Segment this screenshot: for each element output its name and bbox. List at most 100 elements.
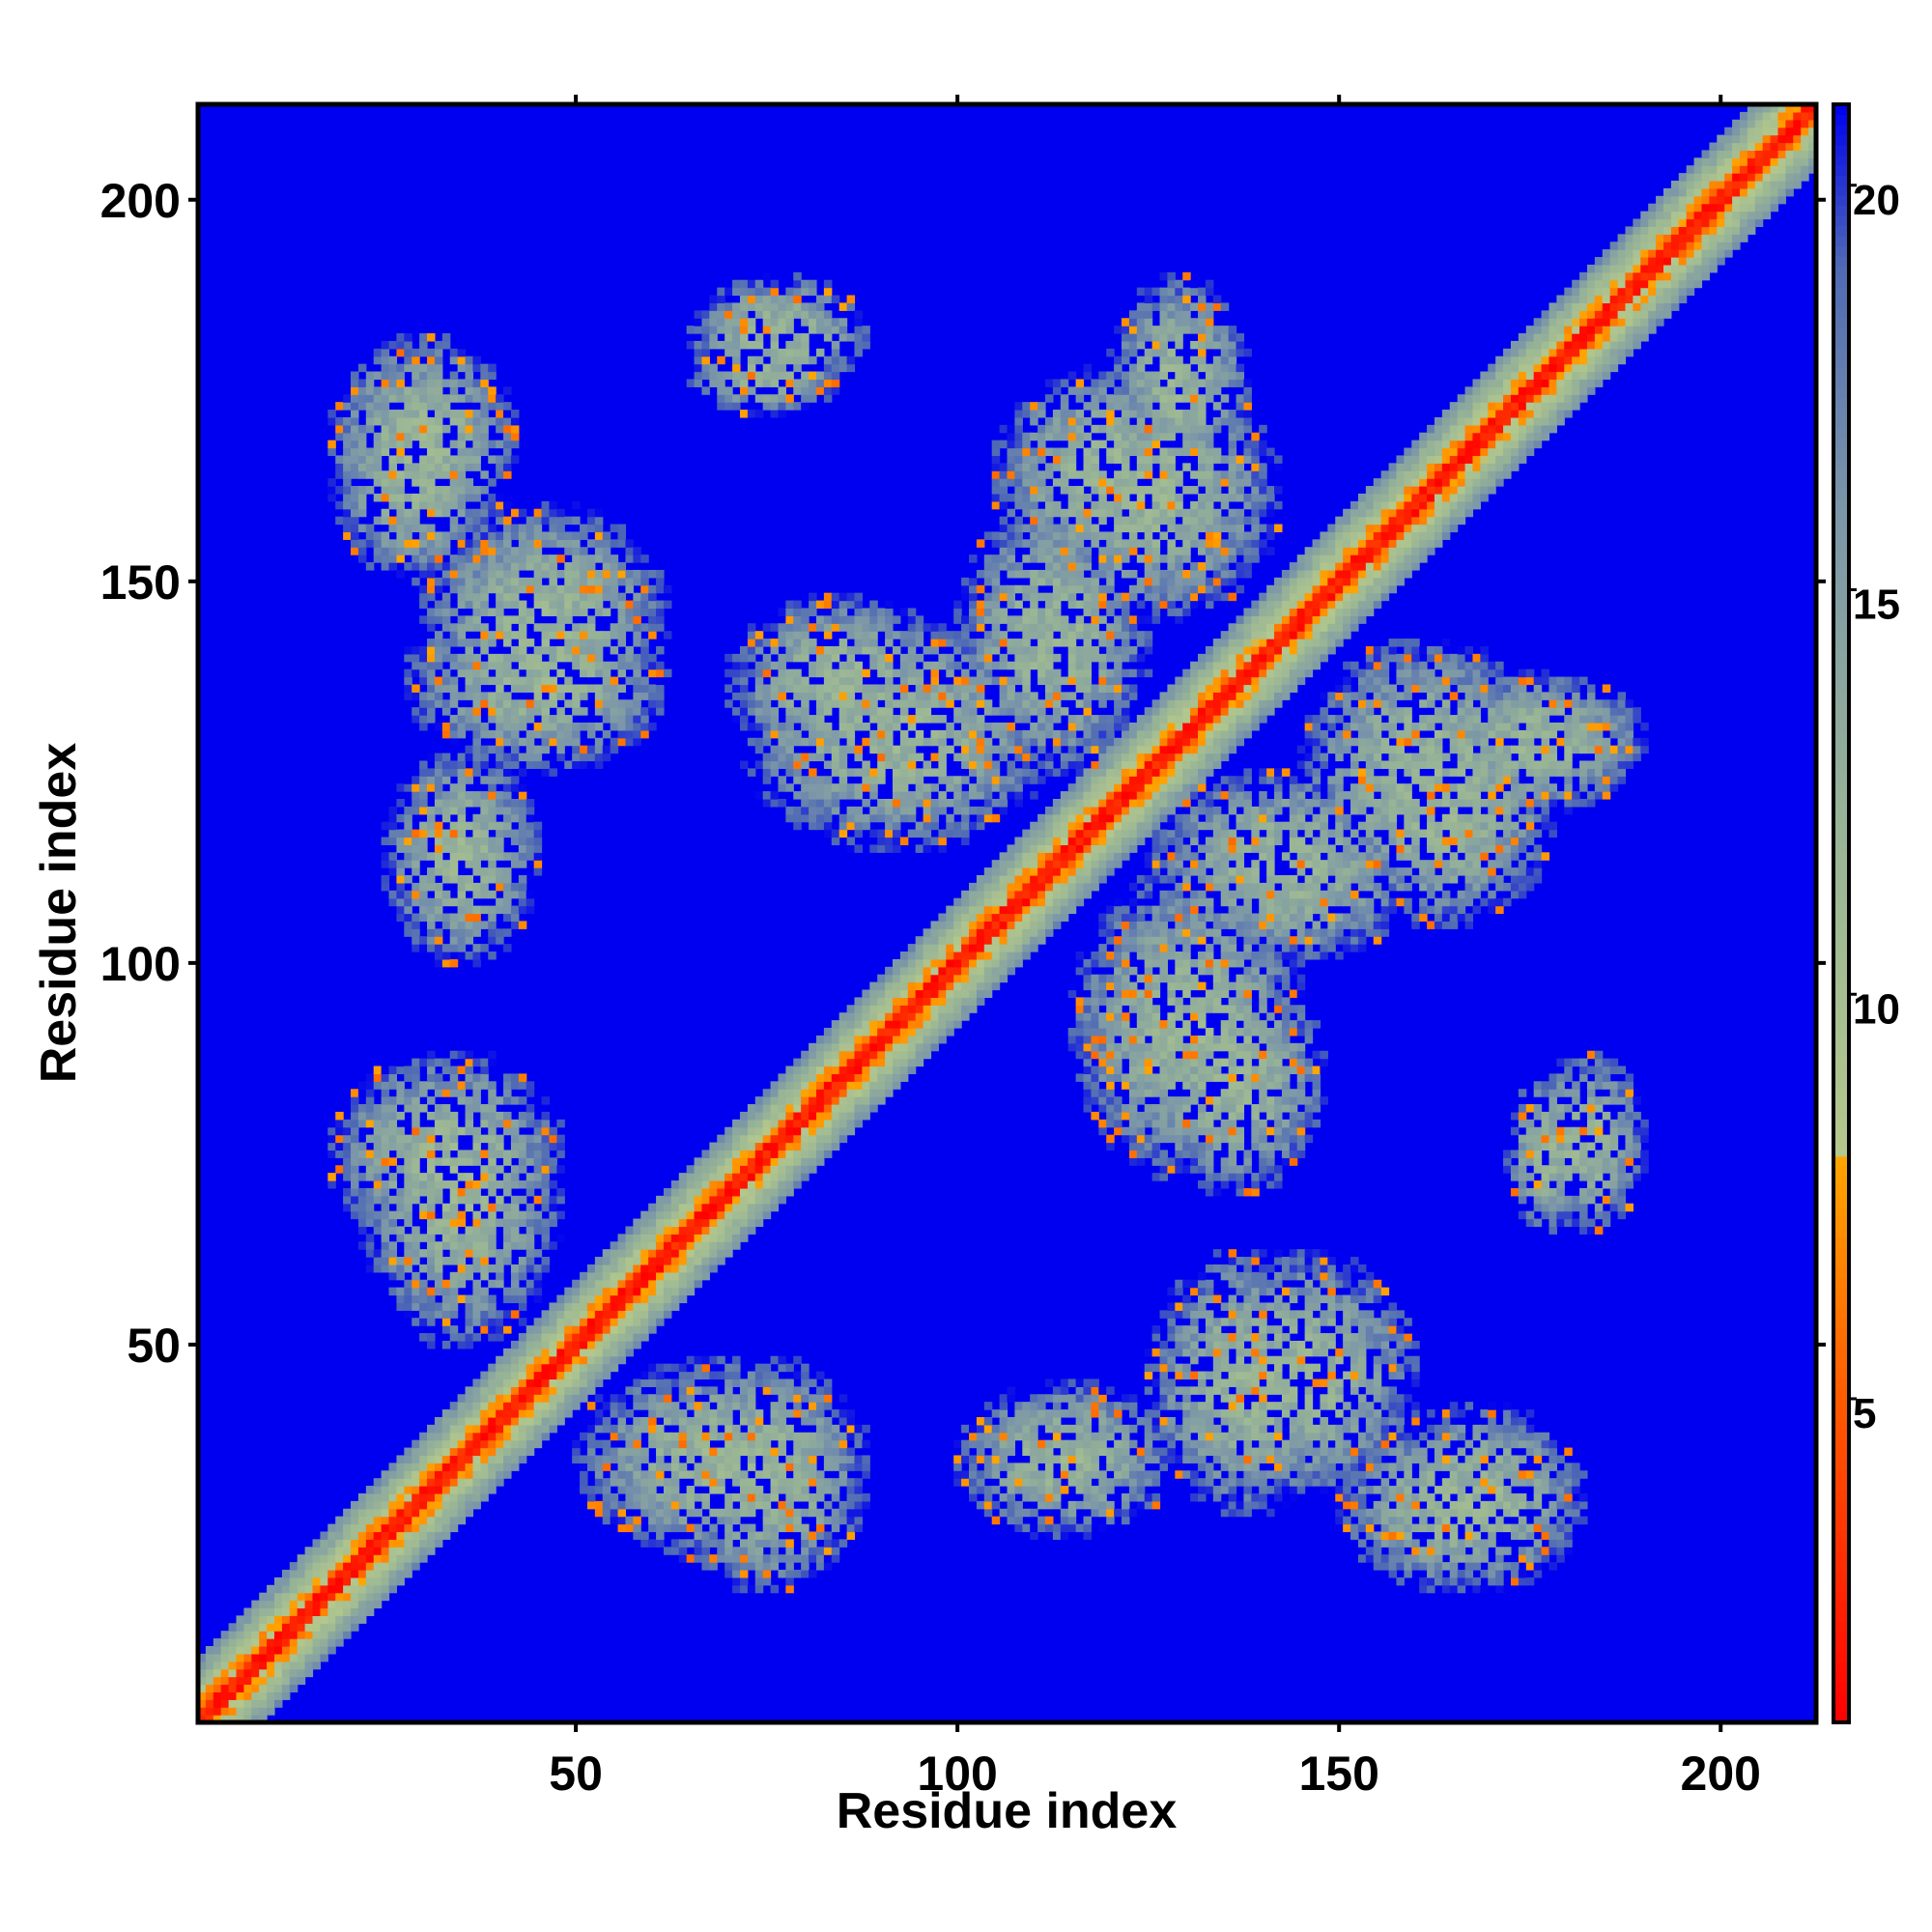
heatmap-cell xyxy=(838,668,848,678)
heatmap-cell xyxy=(831,608,840,616)
heatmap-cell xyxy=(404,1073,412,1082)
heatmap-cell xyxy=(617,1508,627,1518)
heatmap-cell xyxy=(625,653,634,663)
heatmap-cell xyxy=(778,753,786,762)
heatmap-cell xyxy=(480,416,489,426)
heatmap-cell xyxy=(809,1157,817,1166)
heatmap-cell xyxy=(541,1264,551,1273)
heatmap-cell xyxy=(732,1126,741,1136)
heatmap-cell xyxy=(465,768,474,777)
heatmap-cell xyxy=(434,699,443,708)
heatmap-cell xyxy=(381,516,390,526)
heatmap-cell xyxy=(510,1363,520,1373)
heatmap-cell xyxy=(388,890,398,899)
heatmap-cell xyxy=(343,402,352,411)
heatmap-cell xyxy=(831,1134,840,1144)
heatmap-cell xyxy=(388,355,398,365)
heatmap-cell xyxy=(388,1126,398,1136)
heatmap-cell xyxy=(312,1554,322,1563)
heatmap-cell xyxy=(320,1531,328,1540)
heatmap-cell xyxy=(815,1416,825,1426)
heatmap-cell xyxy=(236,1676,244,1686)
heatmap-cell xyxy=(357,402,367,411)
heatmap-cell xyxy=(762,776,772,784)
heatmap-cell xyxy=(465,875,474,884)
heatmap-cell xyxy=(472,1073,481,1082)
heatmap-cell xyxy=(526,1157,535,1166)
heatmap-cell xyxy=(785,760,794,769)
heatmap-cell xyxy=(381,554,390,563)
heatmap-cell xyxy=(488,768,497,777)
heatmap-cell xyxy=(510,1134,520,1144)
heatmap-cell xyxy=(694,1264,703,1273)
heatmap-cell xyxy=(572,1310,581,1319)
heatmap-cell xyxy=(549,1325,557,1334)
heatmap-cell xyxy=(365,1134,375,1144)
heatmap-cell xyxy=(510,890,520,899)
heatmap-cell xyxy=(327,1584,336,1594)
heatmap-cell xyxy=(441,608,451,616)
heatmap-cell xyxy=(709,1257,718,1265)
heatmap-cell xyxy=(594,737,604,747)
heatmap-cell xyxy=(701,1463,710,1471)
heatmap-cell xyxy=(472,1241,481,1250)
heatmap-cell xyxy=(823,631,833,639)
heatmap-cell xyxy=(785,1134,794,1144)
heatmap-cell xyxy=(831,1104,840,1113)
heatmap-cell xyxy=(388,1264,398,1273)
heatmap-cell xyxy=(357,440,367,449)
heatmap-cell xyxy=(373,371,383,381)
heatmap-cell xyxy=(678,1226,688,1235)
heatmap-cell xyxy=(724,1142,733,1151)
heatmap-cell xyxy=(747,1378,756,1387)
heatmap-cell xyxy=(801,287,810,297)
heatmap-cell xyxy=(434,447,443,457)
heatmap-cell xyxy=(480,1249,489,1258)
heatmap-cell xyxy=(823,1050,833,1060)
heatmap-cell xyxy=(404,852,412,861)
heatmap-cell xyxy=(549,715,557,724)
heatmap-cell xyxy=(396,1081,405,1090)
heatmap-cell xyxy=(510,1279,520,1289)
heatmap-cell xyxy=(412,1500,420,1510)
heatmap-cell xyxy=(457,470,467,479)
heatmap-cell xyxy=(251,1653,260,1662)
heatmap-cell xyxy=(441,768,451,777)
heatmap-cell xyxy=(343,432,352,441)
heatmap-cell xyxy=(381,1547,390,1555)
heatmap-cell xyxy=(457,623,467,632)
heatmap-cell xyxy=(801,1157,810,1166)
heatmap-cell xyxy=(586,1463,596,1471)
heatmap-cell xyxy=(243,1676,252,1686)
heatmap-cell xyxy=(320,1569,328,1578)
heatmap-cell xyxy=(396,455,405,464)
heatmap-cell xyxy=(580,645,588,655)
heatmap-cell xyxy=(831,1065,840,1075)
heatmap-cell xyxy=(586,1318,596,1326)
heatmap-cell xyxy=(533,729,543,739)
heatmap-cell xyxy=(404,897,412,907)
heatmap-cell xyxy=(838,1035,848,1044)
heatmap-cell xyxy=(449,1294,459,1304)
heatmap-cell xyxy=(831,1516,840,1525)
heatmap-cell xyxy=(381,1065,390,1075)
heatmap-cell xyxy=(434,562,443,571)
heatmap-cell xyxy=(496,592,504,602)
heatmap-cell xyxy=(724,1134,733,1144)
heatmap-cell xyxy=(739,371,749,381)
heatmap-cell xyxy=(419,821,428,831)
heatmap-cell xyxy=(488,1486,497,1494)
heatmap-cell xyxy=(739,1492,749,1502)
heatmap-cell xyxy=(351,1531,359,1540)
heatmap-cell xyxy=(465,524,474,533)
heatmap-cell xyxy=(441,1089,451,1097)
heatmap-cell xyxy=(434,1111,443,1121)
heatmap-cell xyxy=(801,371,810,381)
heatmap-cell xyxy=(694,1234,703,1242)
heatmap-cell xyxy=(441,639,451,647)
heatmap-cell xyxy=(801,1165,810,1174)
heatmap-cell xyxy=(434,1104,443,1113)
heatmap-cell xyxy=(656,1257,665,1265)
heatmap-cell xyxy=(838,1394,848,1403)
heatmap-cell xyxy=(510,1096,520,1105)
